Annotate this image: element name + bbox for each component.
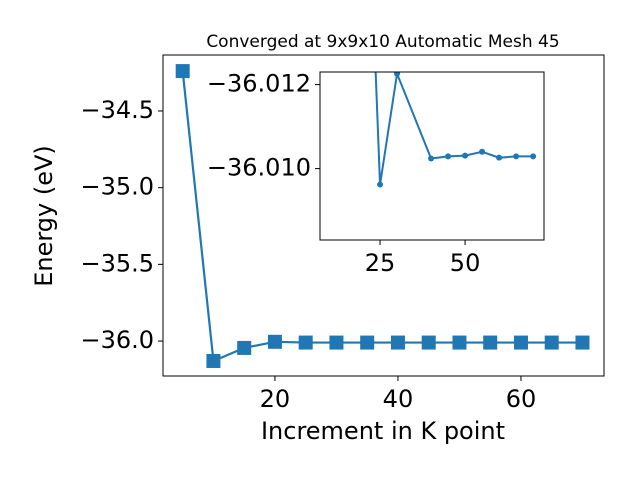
y-tick-label: −36.0 — [80, 326, 154, 354]
y-tick-label: −36.012 — [207, 70, 311, 98]
marker — [390, 335, 405, 350]
y-tick-label: −35.0 — [80, 173, 154, 201]
y-tick-label: −36.010 — [207, 154, 311, 182]
marker — [329, 335, 344, 350]
series-line — [374, 72, 534, 185]
marker — [575, 335, 590, 350]
y-axis-label: Energy (eV) — [30, 145, 58, 287]
marker — [462, 152, 469, 159]
marker — [360, 335, 375, 350]
marker — [394, 72, 401, 77]
marker — [206, 353, 221, 368]
y-tick-label: −35.5 — [80, 249, 154, 277]
x-tick-label: 20 — [260, 385, 291, 413]
marker — [483, 335, 498, 350]
marker — [421, 335, 436, 350]
y-tick-label: −34.5 — [80, 96, 154, 124]
chart-title: Converged at 9x9x10 Automatic Mesh 45 — [206, 32, 559, 52]
plot-clip — [175, 64, 590, 368]
marker — [530, 153, 537, 160]
marker — [513, 153, 520, 160]
marker — [544, 335, 559, 350]
marker — [298, 335, 313, 350]
x-tick-label: 25 — [365, 249, 396, 277]
axes-frame — [319, 71, 545, 241]
marker — [428, 155, 435, 162]
x-tick-label: 60 — [506, 385, 537, 413]
plot-clip — [374, 72, 537, 188]
marker — [237, 340, 252, 355]
x-axis-label: Increment in K point — [261, 417, 505, 445]
marker — [175, 64, 190, 79]
marker — [267, 334, 282, 349]
x-tick-label: 40 — [383, 385, 414, 413]
marker — [513, 335, 528, 350]
marker — [479, 148, 486, 155]
x-tick-label: 50 — [450, 249, 481, 277]
marker — [377, 181, 384, 188]
axes-frame — [162, 54, 605, 377]
marker — [496, 154, 503, 161]
marker — [445, 153, 452, 160]
marker — [452, 335, 467, 350]
